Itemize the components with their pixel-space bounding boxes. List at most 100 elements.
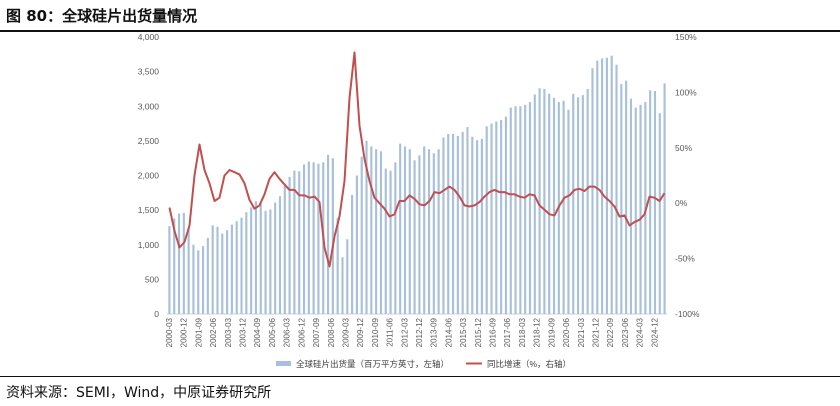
shipment-bar: [173, 218, 176, 314]
x-axis-tick-label: 2000-03: [165, 317, 174, 347]
figure-title: 图 80：全球硅片出货量情况: [6, 7, 198, 25]
right-axis-tick-label: -100%: [675, 309, 700, 319]
shipment-bar: [211, 225, 214, 314]
shipment-bar: [351, 194, 354, 314]
shipment-bar: [216, 226, 219, 314]
title-rule: [0, 30, 840, 32]
shipment-bar: [375, 149, 378, 314]
shipment-bar: [601, 58, 604, 314]
x-axis-tick-label: 2003-12: [239, 317, 248, 347]
shipment-bar: [413, 160, 416, 314]
x-axis-tick-label: 2011-06: [386, 317, 395, 346]
shipment-bar: [500, 120, 503, 314]
x-axis-tick-label: 2006-03: [283, 317, 292, 347]
shipment-bar: [264, 210, 267, 314]
x-axis-tick-label: 2015-12: [474, 317, 483, 347]
x-axis-tick-label: 2009-03: [342, 317, 351, 347]
x-axis-tick-label: 2003-03: [224, 317, 233, 347]
shipment-bar: [471, 136, 474, 314]
left-axis-tick-label: 1,500: [138, 205, 160, 215]
left-axis-tick-label: 3,000: [138, 101, 160, 111]
shipment-bar: [634, 107, 637, 314]
shipment-bar: [567, 109, 570, 315]
x-axis-tick-label: 2018-12: [533, 317, 542, 347]
x-axis-tick-label: 2002-06: [209, 317, 218, 347]
shipment-bar: [336, 217, 339, 314]
x-axis-tick-label: 2014-06: [444, 317, 453, 347]
shipment-bar: [230, 224, 233, 314]
shipment-bar: [226, 230, 229, 314]
x-axis-tick-label: 2020-06: [562, 317, 571, 347]
x-axis-tick-label: 2023-06: [621, 317, 630, 347]
shipment-bar: [476, 140, 479, 314]
shipment-bar: [615, 64, 618, 314]
shipment-bar: [625, 80, 628, 314]
right-axis-tick-label: 50%: [675, 143, 692, 153]
shipment-bar: [485, 126, 488, 314]
x-axis-tick-label: 2004-09: [253, 317, 262, 347]
shipment-bar: [298, 171, 301, 314]
shipment-bar: [509, 107, 512, 314]
right-axis-tick-label: 0%: [675, 198, 688, 208]
shipment-bar: [456, 136, 459, 314]
shipment-bar: [197, 250, 200, 314]
shipment-bar: [514, 106, 517, 314]
right-axis-tick-label: 100%: [675, 87, 697, 97]
x-axis-tick-label: 2021-03: [577, 317, 586, 347]
x-axis-tick-label: 2010-09: [371, 317, 380, 347]
left-axis-tick-label: 1,000: [138, 240, 160, 250]
shipment-bar: [288, 176, 291, 314]
shipment-bar: [365, 140, 368, 315]
left-axis-tick-label: 4,000: [138, 32, 160, 42]
shipment-bar: [187, 228, 190, 314]
x-axis-tick-label: 2007-09: [312, 317, 321, 347]
shipment-bar: [278, 196, 282, 314]
shipment-bar: [259, 203, 262, 314]
source-note: 资料来源：SEMI，Wind，中原证券研究所: [6, 385, 272, 401]
shipment-bar: [360, 156, 363, 314]
legend-swatch-shipments: [276, 361, 291, 366]
shipment-bar: [504, 116, 508, 314]
shipment-bar: [649, 90, 652, 314]
shipment-bar: [274, 202, 277, 314]
shipment-bar: [562, 100, 565, 315]
shipment-bar: [451, 133, 455, 314]
shipment-bar: [572, 93, 575, 314]
shipment-bar: [355, 175, 358, 314]
shipment-bar: [346, 239, 349, 314]
left-axis-tick-label: 0: [154, 309, 159, 319]
shipment-bar: [538, 88, 541, 314]
shipment-bar: [442, 137, 445, 314]
shipment-bar: [605, 57, 608, 315]
x-axis-tick-label: 2000-12: [180, 317, 189, 347]
shipment-bar: [399, 143, 402, 314]
shipment-bar: [533, 94, 536, 314]
shipment-bar: [302, 164, 306, 314]
left-axis-tick-label: 500: [145, 274, 159, 284]
shipment-bar: [331, 158, 334, 314]
shipment-bar: [586, 88, 589, 314]
shipment-bar: [182, 212, 185, 314]
shipment-bar: [403, 146, 407, 314]
shipment-bar: [581, 95, 584, 314]
shipment-bar: [663, 83, 666, 315]
shipment-bar: [519, 106, 522, 314]
shipment-bar: [461, 131, 464, 314]
shipment-bar: [447, 133, 450, 314]
shipment-bar: [591, 68, 594, 314]
shipment-bar: [427, 149, 431, 314]
shipment-bar: [437, 149, 440, 314]
shipment-bar: [528, 102, 532, 314]
right-axis-tick-label: 150%: [675, 32, 697, 42]
shipment-bar: [408, 149, 411, 314]
shipment-bar: [254, 201, 258, 314]
x-axis-tick-label: 2008-06: [327, 317, 336, 347]
shipment-bar: [394, 162, 397, 314]
shipment-bar: [653, 91, 657, 314]
shipment-bar: [283, 185, 286, 314]
shipment-bar: [317, 163, 320, 314]
shipment-bar: [379, 151, 383, 314]
x-axis-tick-label: 2001-09: [194, 317, 203, 347]
x-axis-tick-label: 2019-09: [547, 317, 556, 347]
left-axis-tick-label: 2,000: [138, 171, 160, 181]
